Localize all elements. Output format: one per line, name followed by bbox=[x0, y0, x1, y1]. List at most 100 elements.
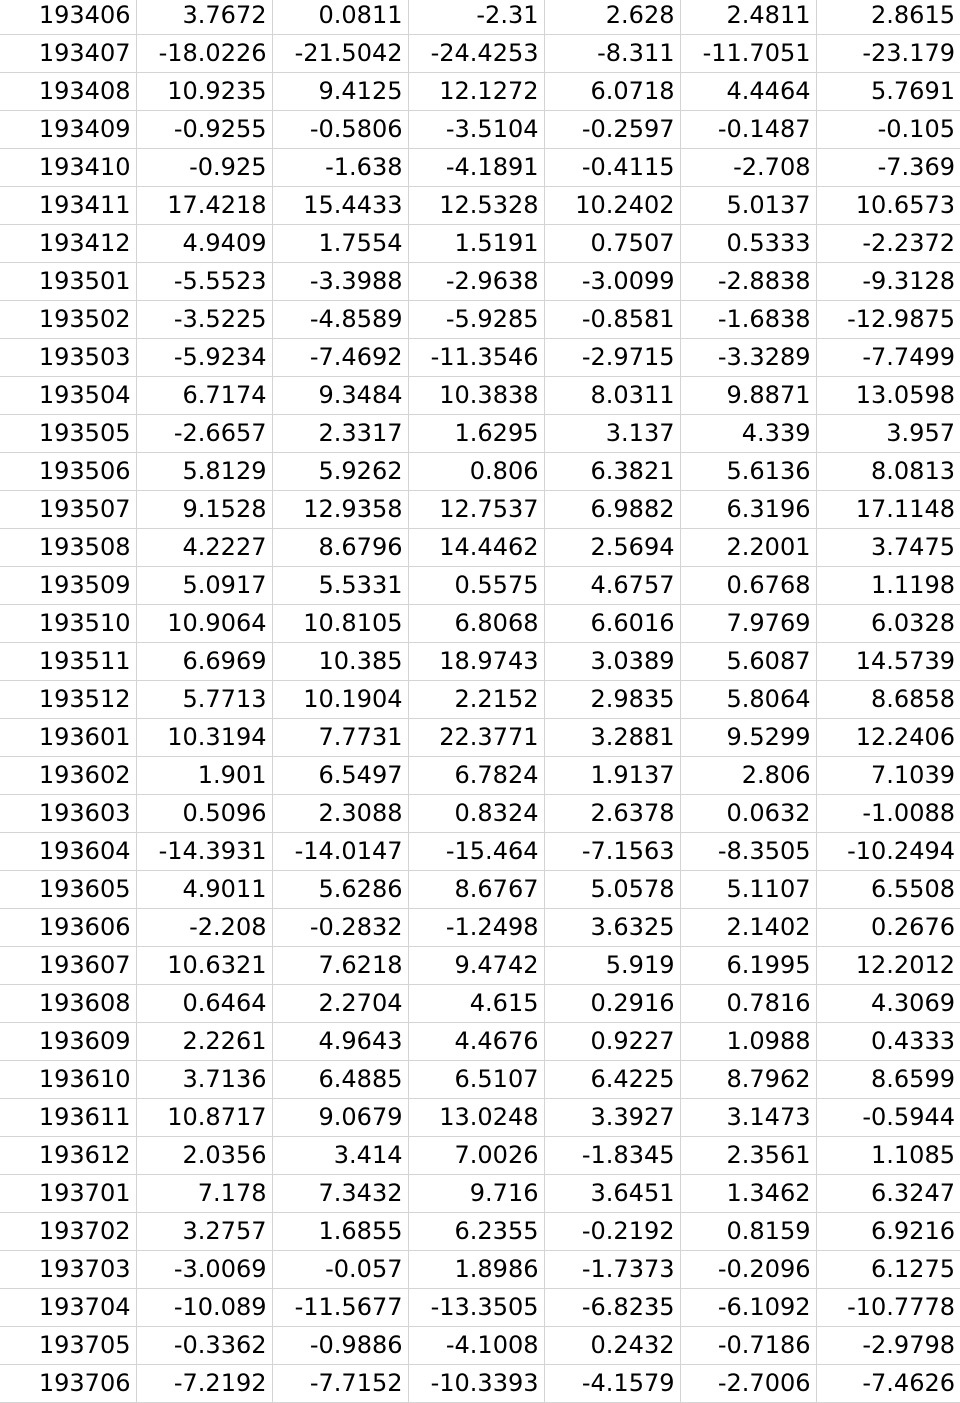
value-cell[interactable]: 6.6016 bbox=[544, 604, 681, 643]
value-cell[interactable]: 14.4462 bbox=[408, 528, 545, 567]
value-cell[interactable]: 1.6855 bbox=[272, 1212, 409, 1251]
value-cell[interactable]: -8.3505 bbox=[680, 832, 817, 871]
value-cell[interactable]: 12.2406 bbox=[816, 718, 960, 757]
value-cell[interactable]: 10.8105 bbox=[272, 604, 409, 643]
value-cell[interactable]: 2.2001 bbox=[680, 528, 817, 567]
value-cell[interactable]: -3.3289 bbox=[680, 338, 817, 377]
value-cell[interactable]: 4.6757 bbox=[544, 566, 681, 605]
value-cell[interactable]: -0.9886 bbox=[272, 1326, 409, 1365]
value-cell[interactable]: 4.615 bbox=[408, 984, 545, 1023]
value-cell[interactable]: -7.4626 bbox=[816, 1364, 960, 1403]
value-cell[interactable]: 2.806 bbox=[680, 756, 817, 795]
value-cell[interactable]: -2.9715 bbox=[544, 338, 681, 377]
value-cell[interactable]: 7.1039 bbox=[816, 756, 960, 795]
value-cell[interactable]: 6.4885 bbox=[272, 1060, 409, 1099]
value-cell[interactable]: 10.6321 bbox=[136, 946, 273, 985]
value-cell[interactable]: 3.7475 bbox=[816, 528, 960, 567]
value-cell[interactable]: 0.5096 bbox=[136, 794, 273, 833]
value-cell[interactable]: 8.6796 bbox=[272, 528, 409, 567]
value-cell[interactable]: -0.1487 bbox=[680, 110, 817, 149]
value-cell[interactable]: 7.0026 bbox=[408, 1136, 545, 1175]
value-cell[interactable]: -2.9798 bbox=[816, 1326, 960, 1365]
value-cell[interactable]: 5.0578 bbox=[544, 870, 681, 909]
value-cell[interactable]: 6.7824 bbox=[408, 756, 545, 795]
value-cell[interactable]: 3.7136 bbox=[136, 1060, 273, 1099]
date-cell[interactable]: 193502 bbox=[0, 300, 137, 339]
value-cell[interactable]: -3.0069 bbox=[136, 1250, 273, 1289]
value-cell[interactable]: 1.9137 bbox=[544, 756, 681, 795]
value-cell[interactable]: 6.9882 bbox=[544, 490, 681, 529]
value-cell[interactable]: 6.0718 bbox=[544, 72, 681, 111]
value-cell[interactable]: 6.3196 bbox=[680, 490, 817, 529]
value-cell[interactable]: 10.6573 bbox=[816, 186, 960, 225]
value-cell[interactable]: 12.5328 bbox=[408, 186, 545, 225]
value-cell[interactable]: 6.3821 bbox=[544, 452, 681, 491]
value-cell[interactable]: 4.9011 bbox=[136, 870, 273, 909]
value-cell[interactable]: -0.925 bbox=[136, 148, 273, 187]
value-cell[interactable]: -3.0099 bbox=[544, 262, 681, 301]
value-cell[interactable]: 18.9743 bbox=[408, 642, 545, 681]
date-cell[interactable]: 193505 bbox=[0, 414, 137, 453]
value-cell[interactable]: -1.2498 bbox=[408, 908, 545, 947]
date-cell[interactable]: 193608 bbox=[0, 984, 137, 1023]
value-cell[interactable]: 0.0632 bbox=[680, 794, 817, 833]
value-cell[interactable]: -0.2096 bbox=[680, 1250, 817, 1289]
date-cell[interactable]: 193604 bbox=[0, 832, 137, 871]
value-cell[interactable]: 6.5508 bbox=[816, 870, 960, 909]
date-cell[interactable]: 193703 bbox=[0, 1250, 137, 1289]
value-cell[interactable]: 9.0679 bbox=[272, 1098, 409, 1137]
value-cell[interactable]: 13.0598 bbox=[816, 376, 960, 415]
value-cell[interactable]: 5.6286 bbox=[272, 870, 409, 909]
value-cell[interactable]: 1.6295 bbox=[408, 414, 545, 453]
value-cell[interactable]: 12.9358 bbox=[272, 490, 409, 529]
value-cell[interactable]: 8.6767 bbox=[408, 870, 545, 909]
date-cell[interactable]: 193610 bbox=[0, 1060, 137, 1099]
value-cell[interactable]: -0.7186 bbox=[680, 1326, 817, 1365]
date-cell[interactable]: 193702 bbox=[0, 1212, 137, 1251]
value-cell[interactable]: 5.1107 bbox=[680, 870, 817, 909]
value-cell[interactable]: -2.31 bbox=[408, 0, 545, 35]
value-cell[interactable]: 4.339 bbox=[680, 414, 817, 453]
value-cell[interactable]: -0.2597 bbox=[544, 110, 681, 149]
value-cell[interactable]: 2.1402 bbox=[680, 908, 817, 947]
value-cell[interactable]: -0.057 bbox=[272, 1250, 409, 1289]
value-cell[interactable]: 9.716 bbox=[408, 1174, 545, 1213]
value-cell[interactable]: 4.3069 bbox=[816, 984, 960, 1023]
date-cell[interactable]: 193701 bbox=[0, 1174, 137, 1213]
value-cell[interactable]: 0.9227 bbox=[544, 1022, 681, 1061]
date-cell[interactable]: 193611 bbox=[0, 1098, 137, 1137]
value-cell[interactable]: 0.0811 bbox=[272, 0, 409, 35]
value-cell[interactable]: 6.1995 bbox=[680, 946, 817, 985]
value-cell[interactable]: 4.2227 bbox=[136, 528, 273, 567]
date-cell[interactable]: 193506 bbox=[0, 452, 137, 491]
value-cell[interactable]: 5.6087 bbox=[680, 642, 817, 681]
date-cell[interactable]: 193412 bbox=[0, 224, 137, 263]
value-cell[interactable]: 5.8064 bbox=[680, 680, 817, 719]
value-cell[interactable]: 2.3317 bbox=[272, 414, 409, 453]
value-cell[interactable]: 5.6136 bbox=[680, 452, 817, 491]
date-cell[interactable]: 193406 bbox=[0, 0, 137, 35]
value-cell[interactable]: 3.957 bbox=[816, 414, 960, 453]
date-cell[interactable]: 193511 bbox=[0, 642, 137, 681]
value-cell[interactable]: -1.6838 bbox=[680, 300, 817, 339]
value-cell[interactable]: 2.2152 bbox=[408, 680, 545, 719]
value-cell[interactable]: 10.9235 bbox=[136, 72, 273, 111]
value-cell[interactable]: 10.8717 bbox=[136, 1098, 273, 1137]
value-cell[interactable]: -18.0226 bbox=[136, 34, 273, 73]
value-cell[interactable]: -2.9638 bbox=[408, 262, 545, 301]
date-cell[interactable]: 193609 bbox=[0, 1022, 137, 1061]
value-cell[interactable]: -7.2192 bbox=[136, 1364, 273, 1403]
value-cell[interactable]: -7.4692 bbox=[272, 338, 409, 377]
date-cell[interactable]: 193602 bbox=[0, 756, 137, 795]
value-cell[interactable]: 3.3927 bbox=[544, 1098, 681, 1137]
date-cell[interactable]: 193509 bbox=[0, 566, 137, 605]
value-cell[interactable]: 1.1198 bbox=[816, 566, 960, 605]
date-cell[interactable]: 193501 bbox=[0, 262, 137, 301]
value-cell[interactable]: 17.4218 bbox=[136, 186, 273, 225]
value-cell[interactable]: -1.0088 bbox=[816, 794, 960, 833]
value-cell[interactable]: 6.5107 bbox=[408, 1060, 545, 1099]
value-cell[interactable]: -5.9234 bbox=[136, 338, 273, 377]
value-cell[interactable]: 2.0356 bbox=[136, 1136, 273, 1175]
value-cell[interactable]: 0.8324 bbox=[408, 794, 545, 833]
value-cell[interactable]: 17.1148 bbox=[816, 490, 960, 529]
